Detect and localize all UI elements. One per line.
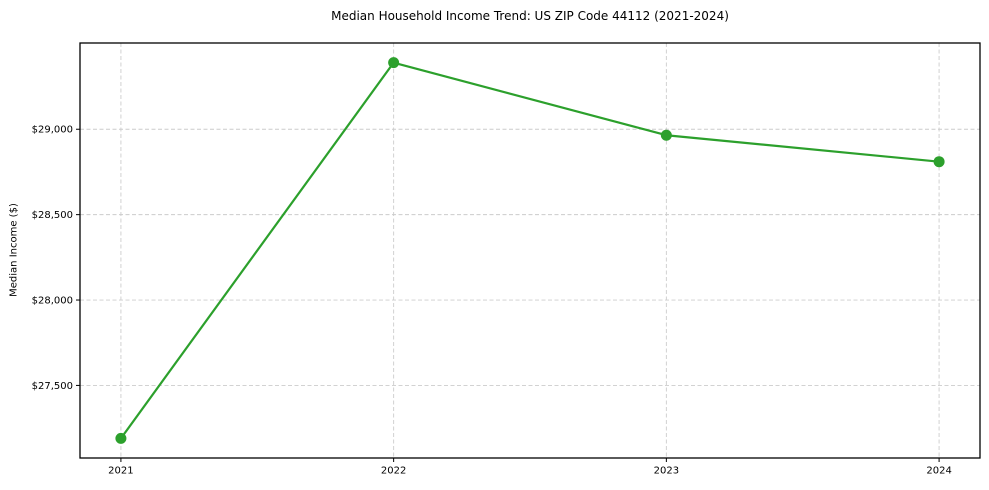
x-tick-label: 2022 (381, 466, 406, 477)
x-tick-label: 2021 (108, 466, 133, 477)
y-tick-label: $28,000 (32, 296, 73, 307)
data-point-2024 (933, 156, 945, 168)
x-tick-label: 2024 (926, 466, 951, 477)
data-point-2021 (115, 432, 127, 444)
trend-line (119, 61, 941, 440)
x-tick-label: 2023 (654, 466, 679, 477)
chart-title: Median Household Income Trend: US ZIP Co… (331, 9, 729, 23)
y-tick-label: $28,500 (32, 210, 73, 221)
data-point-2022 (388, 57, 400, 69)
plot-border (79, 42, 981, 459)
y-tick-label: $27,500 (32, 381, 73, 392)
y-axis-label: Median Income ($) (8, 203, 20, 297)
y-tick-label: $29,000 (32, 125, 73, 136)
data-point-2023 (660, 129, 672, 141)
